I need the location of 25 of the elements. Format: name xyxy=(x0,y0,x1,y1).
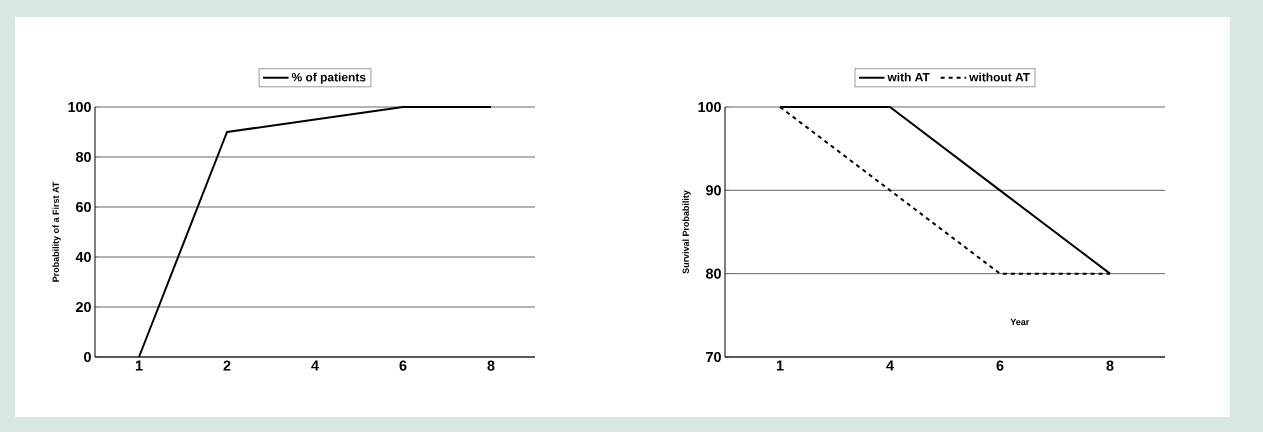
y-tick-label: 60 xyxy=(76,201,91,213)
y-tick-label: 40 xyxy=(75,251,91,263)
y-axis-title: Survival Probability xyxy=(682,190,691,274)
x-tick-label: 8 xyxy=(1106,360,1114,371)
x-tick-label: 8 xyxy=(487,360,495,371)
y-tick-label: 20 xyxy=(76,301,91,313)
y-tick-label: 90 xyxy=(706,185,721,196)
y-tick-label: 100 xyxy=(68,101,91,113)
y-tick-label: 70 xyxy=(706,351,721,363)
y-tick-label: 100 xyxy=(698,101,721,113)
y-tick-label: 80 xyxy=(75,151,91,163)
legend-label: % of patients xyxy=(291,72,366,84)
x-tick-label: 2 xyxy=(223,360,231,371)
y-tick-label: 0 xyxy=(84,351,91,363)
y-tick-label: 80 xyxy=(705,268,721,279)
x-tick-label: 1 xyxy=(776,360,784,371)
x-tick-label: 6 xyxy=(996,360,1004,371)
x-axis-title: Year xyxy=(1010,318,1030,326)
x-tick-label: 4 xyxy=(311,360,319,371)
x-tick-label: 4 xyxy=(886,360,894,371)
x-tick-label: 6 xyxy=(399,360,407,371)
legend-label: without AT xyxy=(969,72,1030,82)
x-tick-label: 1 xyxy=(135,360,143,371)
y-axis-title: Probability of a First AT xyxy=(52,181,61,282)
legend-label: with AT xyxy=(887,72,930,82)
